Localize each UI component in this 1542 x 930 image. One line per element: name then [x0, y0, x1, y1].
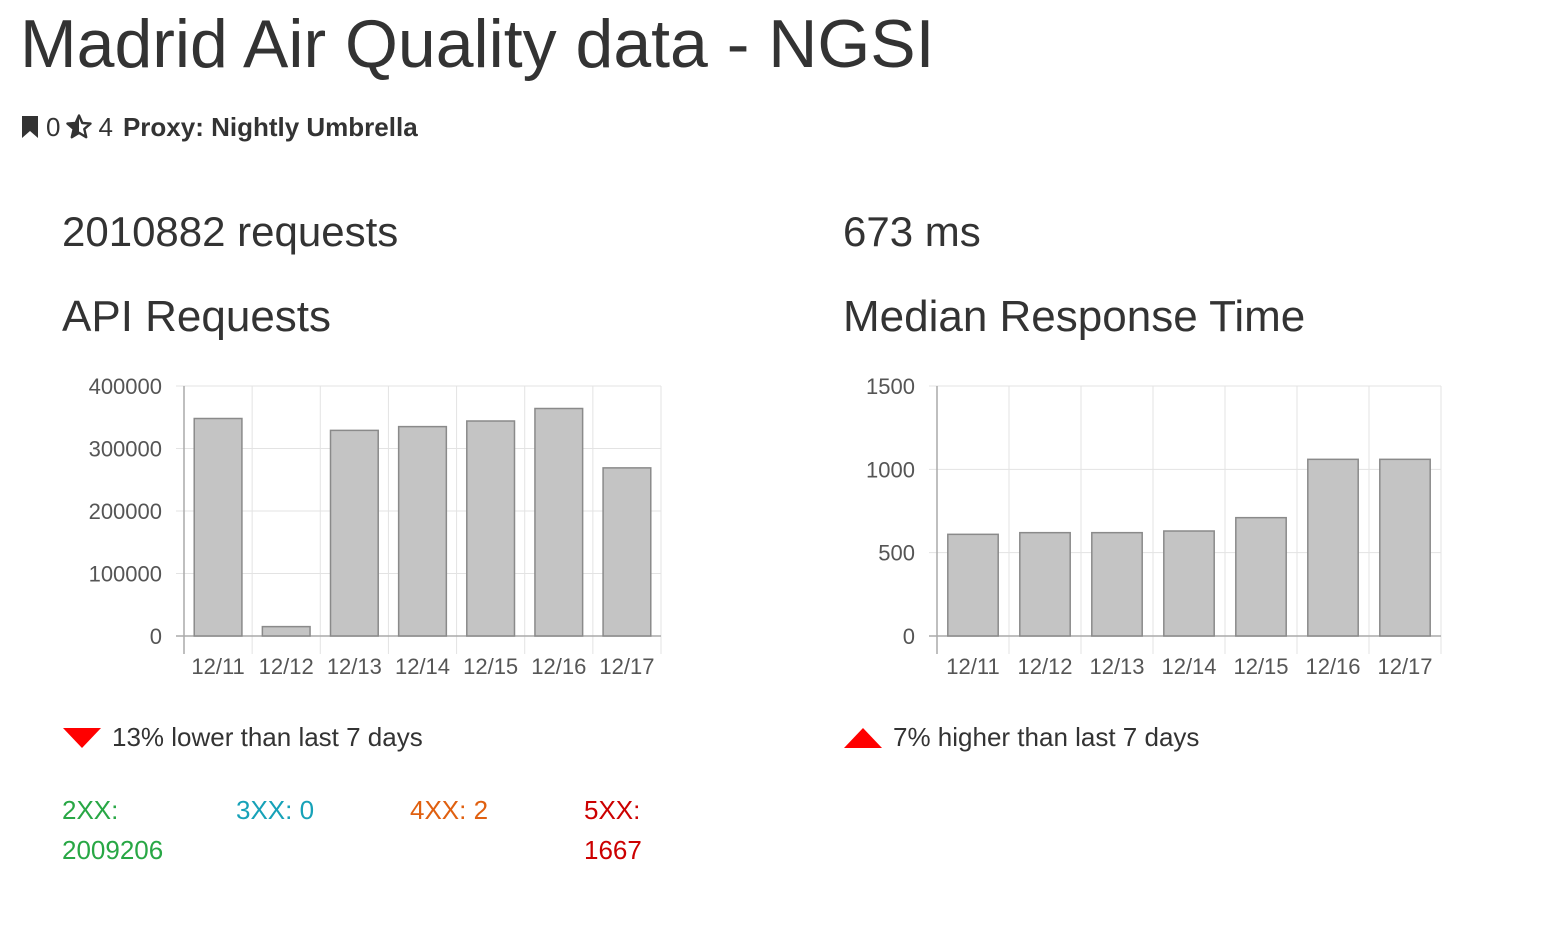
x-tick-label: 12/16	[531, 654, 586, 679]
x-tick-label: 12/13	[327, 654, 382, 679]
x-tick-label: 12/12	[259, 654, 314, 679]
response-trend: 7% higher than last 7 days	[843, 722, 1199, 753]
api-requests-chart: 0 100000 200000 300000 400000 12/11 12/12 12/13…	[89, 374, 662, 679]
y-tick-label: 1000	[866, 457, 915, 482]
bookmark-icon[interactable]	[20, 115, 40, 139]
status-codes: 2XX: 2009206 3XX: 0 4XX: 2 5XX: 1667	[62, 790, 702, 880]
status-4xx: 4XX: 2	[410, 790, 520, 830]
x-tick-label: 12/13	[1089, 654, 1144, 679]
median-response-value: 673 ms	[843, 208, 981, 255]
x-tick-label: 12/17	[1377, 654, 1432, 679]
x-tick-label: 12/16	[1305, 654, 1360, 679]
y-tick-label: 100000	[89, 562, 162, 587]
status-4xx-text: 4XX: 2	[410, 795, 489, 825]
api-meta-row: 0 4 Proxy: Nightly Umbrella	[20, 110, 418, 144]
trend-down-icon	[62, 727, 102, 749]
total-requests: 2010882 requests	[62, 208, 399, 255]
x-tick-label: 12/15	[463, 654, 518, 679]
y-tick-label: 500	[878, 541, 915, 566]
response-time-chart: 0 500 1000 1500 12/11 12/12 12/13 12/14 12/15 12/…	[866, 374, 1442, 679]
bar-12-17[interactable]	[602, 467, 652, 637]
bar-12-14[interactable]	[397, 425, 448, 637]
status-2xx-label: 2XX:	[62, 795, 119, 825]
page-title: Madrid Air Quality data - NGSI	[20, 6, 935, 82]
bar-12-12[interactable]	[1019, 531, 1071, 637]
status-5xx-label: 5XX:	[584, 795, 641, 825]
y-tick-label: 0	[150, 624, 162, 649]
x-tick-label: 12/17	[599, 654, 654, 679]
y-tick-label: 300000	[89, 437, 162, 462]
bar-12-11[interactable]	[947, 533, 999, 637]
bar-12-15[interactable]	[1235, 516, 1287, 637]
response-trend-text: 7% higher than last 7 days	[893, 722, 1200, 752]
status-3xx: 3XX: 0	[236, 790, 346, 830]
x-tick-label: 12/15	[1233, 654, 1288, 679]
api-requests-panel: 2010882 requests API Requests 0 100000 200…	[62, 200, 702, 900]
status-5xx-value: 1667	[584, 835, 642, 865]
status-2xx: 2XX: 2009206	[62, 790, 172, 870]
y-tick-label: 1500	[866, 374, 915, 399]
x-tick-label: 12/11	[946, 654, 999, 679]
bar-12-17[interactable]	[1379, 458, 1431, 637]
response-time-panel: 673 ms Median Response Time 0 500 1000 1500…	[843, 200, 1483, 900]
status-3xx-text: 3XX: 0	[236, 795, 315, 825]
bar-12-13[interactable]	[1091, 531, 1143, 637]
api-requests-title: API Requests	[62, 292, 332, 341]
x-tick-label: 12/14	[1161, 654, 1216, 679]
requests-trend-text: 13% lower than last 7 days	[112, 722, 423, 752]
y-tick-label: 0	[903, 624, 915, 649]
status-5xx: 5XX: 1667	[584, 790, 694, 870]
star-half-icon[interactable]	[66, 114, 93, 140]
y-tick-label: 200000	[89, 499, 162, 524]
proxy-label: Proxy: Nightly Umbrella	[122, 111, 418, 142]
response-time-title: Median Response Time	[843, 292, 1306, 341]
requests-trend: 13% lower than last 7 days	[62, 722, 423, 753]
status-2xx-value: 2009206	[62, 835, 164, 865]
x-tick-label: 12/14	[395, 654, 450, 679]
bar-12-16[interactable]	[534, 407, 584, 637]
trend-up-icon	[843, 727, 883, 749]
bar-12-16[interactable]	[1307, 458, 1359, 637]
bar-12-14[interactable]	[1163, 530, 1215, 637]
bar-12-12[interactable]	[261, 625, 311, 637]
y-tick-label: 400000	[89, 374, 162, 399]
x-tick-label: 12/12	[1017, 654, 1072, 679]
bar-12-11[interactable]	[193, 417, 243, 637]
x-tick-label: 12/11	[191, 654, 244, 679]
star-count: 4	[98, 111, 113, 142]
bookmark-count: 0	[46, 111, 61, 142]
bar-12-13[interactable]	[329, 429, 379, 637]
bar-12-15[interactable]	[466, 420, 516, 637]
